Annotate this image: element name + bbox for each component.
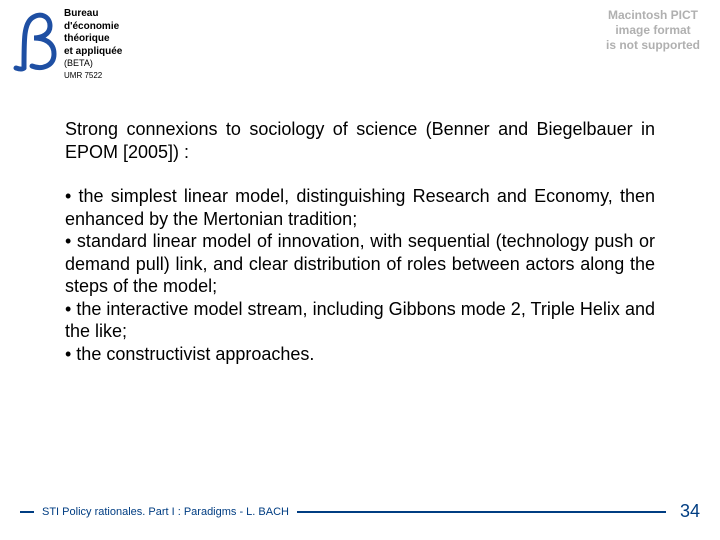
footer-text: STI Policy rationales. Part I : Paradigm…	[42, 506, 289, 518]
bullet-item: • the constructivist approaches.	[65, 343, 655, 366]
bullet-item: • standard linear model of innovation, w…	[65, 230, 655, 298]
logo-line4: et appliquée	[64, 46, 122, 59]
footer: STI Policy rationales. Part I : Paradigm…	[0, 501, 720, 522]
beta-logo-icon	[10, 8, 58, 76]
pict-line3: is not supported	[606, 38, 700, 53]
pict-line2: image format	[606, 23, 700, 38]
header: Bureau d'économie théorique et appliquée…	[0, 0, 720, 100]
logo-text: Bureau d'économie théorique et appliquée…	[64, 8, 122, 81]
logo-line3: théorique	[64, 33, 122, 46]
logo-sub: (BETA)	[64, 58, 122, 69]
pict-placeholder: Macintosh PICT image format is not suppo…	[606, 8, 700, 53]
bullet-item: • the simplest linear model, distinguish…	[65, 185, 655, 230]
footer-rule-left	[20, 511, 34, 513]
bullet-item: • the interactive model stream, includin…	[65, 298, 655, 343]
page-number: 34	[680, 501, 700, 522]
logo-area: Bureau d'économie théorique et appliquée…	[10, 8, 122, 81]
intro-paragraph: Strong connexions to sociology of scienc…	[65, 118, 655, 163]
logo-line1: Bureau	[64, 8, 122, 21]
logo-line2: d'économie	[64, 21, 122, 34]
pict-line1: Macintosh PICT	[606, 8, 700, 23]
footer-rule-right	[297, 511, 666, 513]
bullet-list: • the simplest linear model, distinguish…	[65, 185, 655, 365]
slide-content: Strong connexions to sociology of scienc…	[0, 100, 720, 365]
logo-umr: UMR 7522	[64, 71, 122, 81]
